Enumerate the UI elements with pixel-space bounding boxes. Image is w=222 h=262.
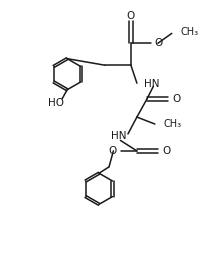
Text: O: O	[127, 12, 135, 21]
Text: O: O	[155, 38, 163, 48]
Text: CH₃: CH₃	[164, 119, 182, 129]
Text: O: O	[172, 94, 180, 104]
Text: O: O	[162, 146, 170, 156]
Text: HO: HO	[48, 98, 64, 108]
Text: O: O	[108, 146, 117, 156]
Text: HN: HN	[145, 79, 160, 89]
Text: CH₃: CH₃	[181, 27, 199, 37]
Text: HN: HN	[111, 131, 127, 141]
